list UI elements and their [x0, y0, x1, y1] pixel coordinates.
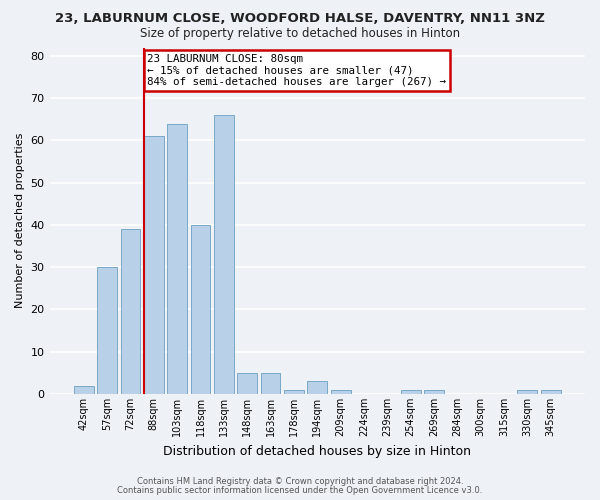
Bar: [167, 124, 187, 394]
Bar: [214, 115, 234, 394]
Bar: [424, 390, 444, 394]
Y-axis label: Number of detached properties: Number of detached properties: [15, 133, 25, 308]
Text: Contains public sector information licensed under the Open Government Licence v3: Contains public sector information licen…: [118, 486, 482, 495]
Bar: [517, 390, 538, 394]
Bar: [401, 390, 421, 394]
Bar: [260, 373, 280, 394]
Bar: [97, 267, 117, 394]
Text: 23 LABURNUM CLOSE: 80sqm
← 15% of detached houses are smaller (47)
84% of semi-d: 23 LABURNUM CLOSE: 80sqm ← 15% of detach…: [148, 54, 446, 87]
Bar: [238, 373, 257, 394]
Text: Contains HM Land Registry data © Crown copyright and database right 2024.: Contains HM Land Registry data © Crown c…: [137, 477, 463, 486]
Text: Size of property relative to detached houses in Hinton: Size of property relative to detached ho…: [140, 28, 460, 40]
Bar: [541, 390, 560, 394]
Bar: [331, 390, 350, 394]
Bar: [284, 390, 304, 394]
Bar: [144, 136, 164, 394]
Bar: [191, 225, 211, 394]
Bar: [121, 229, 140, 394]
X-axis label: Distribution of detached houses by size in Hinton: Distribution of detached houses by size …: [163, 444, 471, 458]
Bar: [74, 386, 94, 394]
Text: 23, LABURNUM CLOSE, WOODFORD HALSE, DAVENTRY, NN11 3NZ: 23, LABURNUM CLOSE, WOODFORD HALSE, DAVE…: [55, 12, 545, 26]
Bar: [307, 382, 327, 394]
